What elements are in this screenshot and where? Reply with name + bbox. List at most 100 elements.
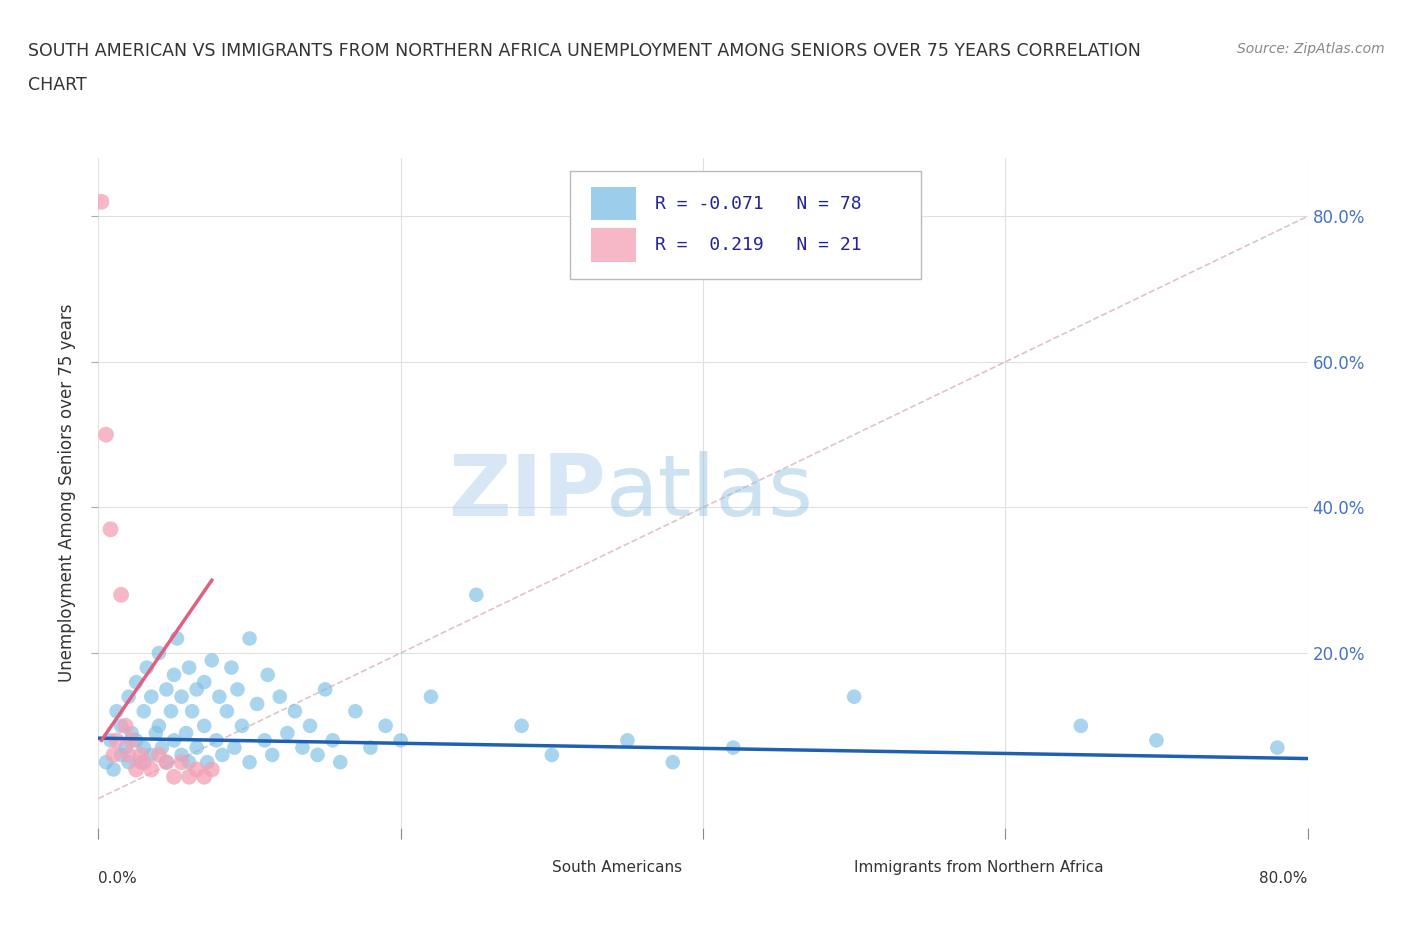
Point <box>215 704 238 719</box>
Point <box>193 769 215 784</box>
Bar <box>498 857 540 878</box>
Bar <box>591 187 637 220</box>
Point <box>186 682 208 697</box>
Point <box>201 762 224 777</box>
Point <box>540 748 562 763</box>
Point <box>208 689 231 704</box>
Point <box>155 755 177 770</box>
Point <box>132 740 155 755</box>
Point <box>125 733 148 748</box>
Point <box>360 740 382 755</box>
Point <box>166 631 188 646</box>
Point <box>118 755 141 770</box>
Point <box>160 704 183 719</box>
Text: R = -0.071   N = 78: R = -0.071 N = 78 <box>655 194 862 213</box>
Point <box>344 704 367 719</box>
Text: atlas: atlas <box>606 451 814 535</box>
FancyBboxPatch shape <box>569 171 921 279</box>
Point <box>186 762 208 777</box>
Point <box>121 733 143 748</box>
Point <box>195 755 218 770</box>
Point <box>269 689 291 704</box>
Point <box>239 631 262 646</box>
Point <box>256 668 278 683</box>
Point <box>193 718 215 733</box>
Point <box>90 194 112 209</box>
Point <box>329 755 352 770</box>
Point <box>110 718 132 733</box>
Point <box>148 748 170 763</box>
Point <box>262 748 284 763</box>
Text: South Americans: South Americans <box>553 860 682 875</box>
Text: Source: ZipAtlas.com: Source: ZipAtlas.com <box>1237 42 1385 56</box>
Point <box>125 674 148 689</box>
Point <box>193 674 215 689</box>
Point <box>1144 733 1167 748</box>
Point <box>205 733 228 748</box>
Point <box>141 762 163 777</box>
Point <box>226 682 249 697</box>
Point <box>129 748 152 763</box>
Point <box>174 725 197 740</box>
Point <box>221 660 243 675</box>
Point <box>307 748 329 763</box>
Text: CHART: CHART <box>28 76 87 94</box>
Point <box>163 733 186 748</box>
Y-axis label: Unemployment Among Seniors over 75 years: Unemployment Among Seniors over 75 years <box>58 304 76 682</box>
Point <box>100 733 122 748</box>
Point <box>844 689 866 704</box>
Point <box>276 725 298 740</box>
Text: 80.0%: 80.0% <box>1260 871 1308 886</box>
Text: R =  0.219   N = 21: R = 0.219 N = 21 <box>655 236 862 254</box>
Point <box>389 733 412 748</box>
Point <box>135 660 157 675</box>
Point <box>510 718 533 733</box>
Point <box>110 588 132 603</box>
Point <box>314 682 336 697</box>
Point <box>125 762 148 777</box>
Text: SOUTH AMERICAN VS IMMIGRANTS FROM NORTHERN AFRICA UNEMPLOYMENT AMONG SENIORS OVE: SOUTH AMERICAN VS IMMIGRANTS FROM NORTHE… <box>28 42 1142 60</box>
Point <box>231 718 253 733</box>
Point <box>118 748 141 763</box>
Point <box>253 733 276 748</box>
Point <box>163 769 186 784</box>
Point <box>616 733 638 748</box>
Point <box>132 755 155 770</box>
Text: 0.0%: 0.0% <box>98 871 138 886</box>
Point <box>114 718 136 733</box>
Point <box>121 725 143 740</box>
Point <box>148 645 170 660</box>
Point <box>299 718 322 733</box>
Point <box>105 704 128 719</box>
Point <box>181 704 204 719</box>
Point <box>94 427 117 442</box>
Point <box>170 755 193 770</box>
Text: ZIP: ZIP <box>449 451 606 535</box>
Point <box>723 740 745 755</box>
Point <box>662 755 685 770</box>
Point <box>110 748 132 763</box>
Point <box>291 740 314 755</box>
Point <box>1070 718 1092 733</box>
Point <box>170 689 193 704</box>
Bar <box>591 229 637 262</box>
Point <box>100 522 122 537</box>
Point <box>179 769 201 784</box>
Point <box>141 689 163 704</box>
Point <box>465 588 488 603</box>
Point <box>145 725 167 740</box>
Point <box>239 755 262 770</box>
Point <box>224 740 246 755</box>
Point <box>155 682 177 697</box>
Point <box>322 733 344 748</box>
Point <box>284 704 307 719</box>
Point <box>1267 740 1289 755</box>
Point <box>103 748 125 763</box>
Point <box>163 668 186 683</box>
Text: Immigrants from Northern Africa: Immigrants from Northern Africa <box>855 860 1104 875</box>
Point <box>246 697 269 711</box>
Point <box>420 689 443 704</box>
Point <box>186 740 208 755</box>
Point <box>201 653 224 668</box>
Point <box>105 733 128 748</box>
